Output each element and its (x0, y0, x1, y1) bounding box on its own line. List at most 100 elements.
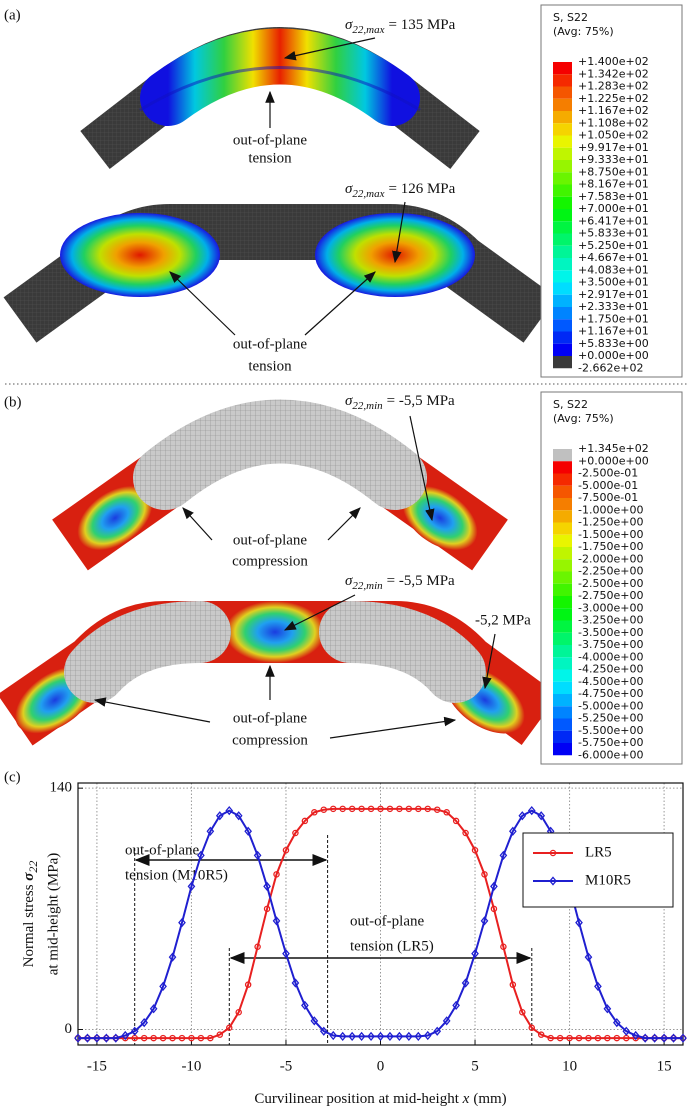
legend-label: -2.000e+00 (578, 552, 643, 565)
x-axis-unit: (mm) (473, 1091, 506, 1107)
marker (93, 1033, 101, 1043)
marker (518, 811, 527, 821)
color-band (553, 221, 572, 234)
marker (500, 943, 507, 951)
arrow (283, 594, 356, 631)
marker (273, 871, 280, 878)
legend-label: +7.583e+01 (578, 190, 649, 203)
legend-label: -4.750e+00 (578, 687, 643, 700)
legend-label: -1.750e+00 (578, 540, 643, 553)
marker (377, 805, 384, 813)
legend-label: +1.342e+02 (578, 67, 649, 80)
y-tick-label: 140 (50, 780, 73, 796)
marker (244, 981, 252, 988)
arrow (169, 271, 236, 336)
marker (197, 850, 205, 861)
marker (140, 1017, 149, 1028)
marker (234, 811, 243, 821)
arrow (482, 633, 496, 690)
legend-label: -5.750e+00 (578, 736, 643, 749)
legend-label: +7.000e+01 (578, 202, 649, 215)
marker (178, 918, 186, 928)
color-band (553, 356, 572, 369)
marker (585, 1034, 592, 1042)
legend-label: M10R5 (585, 872, 631, 888)
legend-label: +1.750e+01 (578, 312, 649, 325)
contour-a2 (3, 204, 557, 343)
marker (549, 876, 557, 886)
color-band (553, 74, 572, 87)
marker (254, 943, 261, 951)
marker (320, 806, 328, 813)
legend-label: +2.333e+01 (578, 300, 649, 313)
x-tick-label: 10 (562, 1058, 577, 1074)
marker (471, 949, 479, 959)
marker (433, 806, 441, 813)
marker (244, 826, 253, 836)
color-band (553, 245, 572, 258)
color-band (553, 147, 572, 160)
annotation: compression (232, 732, 308, 748)
marker (452, 817, 460, 825)
marker (575, 1034, 583, 1042)
x-tick-label: 5 (471, 1058, 479, 1074)
marker (613, 1034, 621, 1042)
color-band (553, 645, 572, 658)
legend-label: -5.000e+00 (578, 699, 643, 712)
color-band (553, 135, 572, 148)
legend-label: +5.833e+00 (578, 337, 649, 350)
color-band (553, 461, 572, 474)
color-band (553, 596, 572, 609)
x-tick-label: -10 (181, 1058, 201, 1074)
color-band (553, 172, 572, 185)
arrow (327, 507, 361, 541)
marker (414, 1031, 423, 1041)
marker (329, 805, 337, 813)
marker (622, 1026, 631, 1036)
color-band (553, 86, 572, 99)
marker (508, 826, 517, 836)
annotation: out-of-plane (233, 132, 307, 148)
series-line (78, 809, 683, 1040)
marker (169, 1034, 176, 1042)
marker (603, 1004, 612, 1014)
color-band (553, 123, 572, 136)
marker (225, 1024, 233, 1032)
legend-box (522, 832, 674, 908)
legend-label: +1.225e+02 (578, 92, 649, 105)
color-band (553, 473, 572, 486)
marker (358, 805, 365, 813)
marker (423, 1030, 432, 1041)
legend-label: +8.167e+01 (578, 178, 649, 191)
legend-label: +5.833e+01 (578, 227, 649, 240)
marker (537, 1031, 545, 1038)
legend-label: -4.000e+00 (578, 650, 643, 663)
marker (679, 1033, 687, 1043)
marker (310, 1016, 319, 1026)
marker (575, 918, 583, 928)
y-axis-symbol: σ (21, 872, 37, 881)
legend-label: +2.917e+01 (578, 288, 649, 301)
marker (480, 916, 489, 926)
annotation: σ22,max = 135 MPa (345, 17, 456, 35)
color-band (553, 307, 572, 320)
marker (159, 1034, 167, 1042)
arrow (304, 271, 376, 336)
legend-label: +1.050e+02 (578, 129, 649, 142)
marker (471, 846, 479, 854)
marker (462, 829, 469, 837)
marker (481, 871, 488, 878)
x-axis-label: Curvilinear position at mid-height x (mm) (254, 1091, 506, 1107)
legend-label: -4.500e+00 (578, 675, 643, 688)
contour-b2 (0, 601, 559, 746)
legend-label: +0.000e+00 (578, 454, 649, 467)
legend-label: -5.250e+00 (578, 712, 643, 725)
panel-label: (b) (4, 394, 22, 410)
color-band (553, 282, 572, 295)
color-band (553, 258, 572, 271)
marker (168, 952, 177, 962)
marker (187, 881, 196, 892)
contour-legend: S, S22(Avg: 75%)+1.345e+02+0.000e+00-2.5… (553, 398, 649, 761)
marker (121, 1030, 130, 1041)
